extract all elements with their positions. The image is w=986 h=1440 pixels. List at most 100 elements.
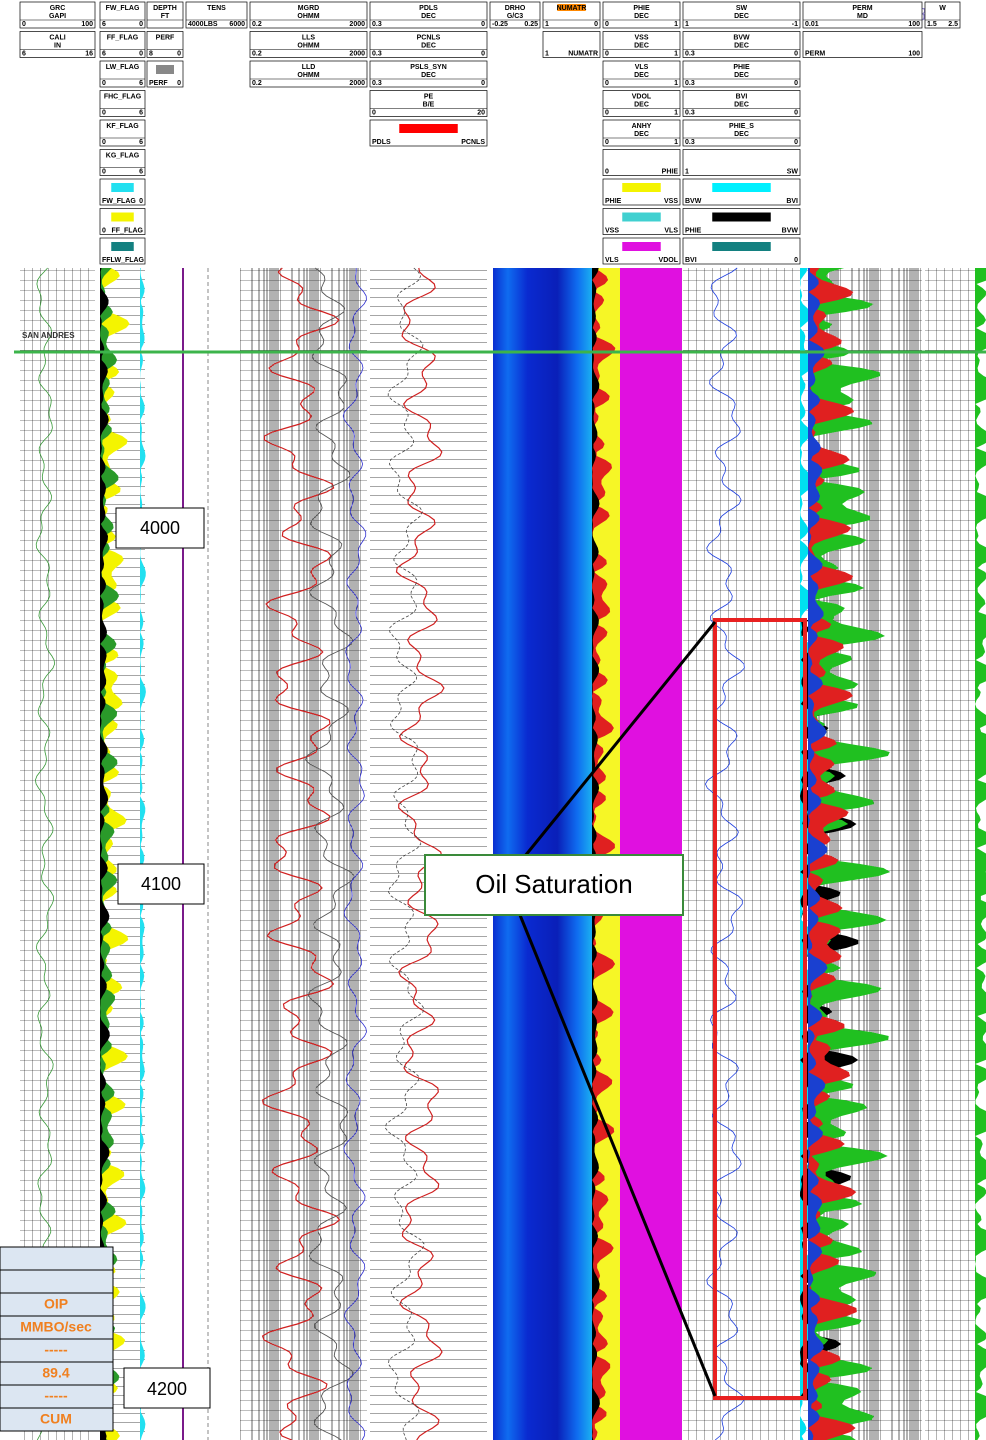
scale-right: 6 bbox=[139, 109, 143, 116]
legend-swatch bbox=[622, 212, 661, 222]
callout-line bbox=[523, 621, 717, 857]
curve-unit: DEC bbox=[421, 42, 436, 49]
scale-right: 0 bbox=[481, 21, 485, 28]
scale-left: -0.25 bbox=[492, 21, 508, 28]
legend-swatch bbox=[622, 183, 661, 192]
scale-left: 0 bbox=[605, 139, 609, 146]
fill-area bbox=[975, 268, 986, 1440]
scale-right: 100 bbox=[908, 21, 920, 28]
formation-label: SAN ANDRES bbox=[22, 331, 75, 340]
scale-right: FF_FLAG bbox=[112, 227, 144, 234]
curve-unit: DEC bbox=[421, 13, 436, 20]
scale-right: 0 bbox=[177, 50, 181, 57]
curve-unit: DEC bbox=[634, 13, 649, 20]
header-cell bbox=[146, 1, 184, 29]
legend-swatch bbox=[712, 183, 771, 192]
depth-label: 4100 bbox=[141, 874, 181, 894]
scale-right: 2000 bbox=[349, 50, 365, 57]
scale-left: FFLW_FLAG bbox=[102, 257, 145, 264]
legend-swatch bbox=[399, 124, 458, 133]
curve-unit: G/C3 bbox=[507, 13, 523, 20]
header-cell bbox=[924, 1, 961, 29]
scale-right: 0 bbox=[139, 198, 143, 205]
scale-right: NUMATR bbox=[568, 50, 598, 57]
header-cell bbox=[99, 90, 146, 117]
legend-swatch bbox=[111, 183, 134, 192]
curve-unit: OHMM bbox=[297, 72, 319, 79]
scale-right: BVI bbox=[786, 198, 798, 205]
scale-left: 1 bbox=[685, 21, 689, 28]
curve-unit: DEC bbox=[421, 72, 436, 79]
scale-left: 0 bbox=[605, 168, 609, 175]
curve-name: FHC_FLAG bbox=[104, 93, 142, 100]
summary-cell bbox=[0, 1407, 114, 1432]
fill-area bbox=[100, 268, 130, 1440]
resistivity-track bbox=[240, 268, 367, 1440]
curve-name: PHIE bbox=[733, 64, 750, 71]
scale-left: 0.2 bbox=[252, 50, 262, 57]
header-cell bbox=[369, 1, 488, 29]
scale-left: 0 bbox=[605, 109, 609, 116]
depth-box bbox=[117, 863, 205, 905]
curve-name: PERM bbox=[852, 5, 872, 12]
summary-cell bbox=[0, 1246, 114, 1271]
scale-right: 0 bbox=[794, 257, 798, 264]
summary-text: OIP bbox=[44, 1296, 68, 1312]
curve-name: PE bbox=[424, 93, 434, 100]
scale-left: 0.01 bbox=[805, 21, 819, 28]
highlight-box bbox=[713, 618, 807, 1400]
scale-left: 1 bbox=[545, 50, 549, 57]
curve-name: VDOL bbox=[632, 93, 652, 100]
scale-left: 1.5 bbox=[927, 21, 937, 28]
scale-right: 6 bbox=[139, 80, 143, 87]
curve-name: KG_FLAG bbox=[106, 152, 140, 159]
scale-right: 2.5 bbox=[948, 21, 958, 28]
scale-left: PHIE bbox=[605, 198, 622, 205]
scale-left: 0 bbox=[102, 109, 106, 116]
scale-right: 100 bbox=[81, 21, 93, 28]
legend-swatch bbox=[712, 242, 771, 251]
scale-left: 0 bbox=[605, 50, 609, 57]
header-cell bbox=[369, 60, 488, 88]
scale-left: PERM bbox=[805, 50, 825, 57]
scale-right: 0 bbox=[139, 21, 143, 28]
scale-left: FW_FLAG bbox=[102, 198, 136, 205]
fill-area bbox=[592, 268, 600, 1440]
header-cell bbox=[99, 149, 146, 176]
curve-name: LLS bbox=[302, 34, 316, 41]
summary-cell bbox=[0, 1269, 114, 1294]
header-cell bbox=[489, 1, 541, 29]
scale-right: 1 bbox=[674, 80, 678, 87]
scale-left: 0.3 bbox=[685, 109, 695, 116]
header-cell bbox=[185, 1, 248, 29]
scale-right: 16 bbox=[85, 50, 93, 57]
header-cell bbox=[682, 31, 801, 58]
scale-right: 0 bbox=[794, 139, 798, 146]
curve-name: ANHY bbox=[632, 123, 652, 130]
scale-left: BVW bbox=[685, 198, 702, 205]
curve-name: BVW bbox=[733, 34, 750, 41]
scale-right: 1 bbox=[674, 50, 678, 57]
curve-name: W bbox=[939, 5, 946, 12]
scale-left: 0.3 bbox=[685, 80, 695, 87]
header-cell bbox=[682, 90, 801, 117]
header-cell bbox=[602, 60, 681, 88]
curve-unit: DEC bbox=[734, 13, 749, 20]
scale-right: SW bbox=[787, 168, 799, 175]
scale-left: 6 bbox=[22, 50, 26, 57]
scale-right: 0 bbox=[594, 21, 598, 28]
curve-name: DRHO bbox=[505, 5, 526, 12]
scale-right: PCNLS bbox=[461, 139, 485, 146]
header-cell bbox=[602, 149, 681, 176]
scale-right: VLS bbox=[664, 227, 678, 234]
curve-unit: DEC bbox=[734, 101, 749, 108]
header-cell bbox=[602, 31, 681, 58]
scale-left: 0.2 bbox=[252, 21, 262, 28]
log-curve bbox=[261, 267, 341, 1440]
scale-left: 0 bbox=[605, 80, 609, 87]
depth-label: 4000 bbox=[140, 518, 180, 538]
curve-unit: DEC bbox=[634, 42, 649, 49]
header-cell bbox=[19, 31, 96, 58]
